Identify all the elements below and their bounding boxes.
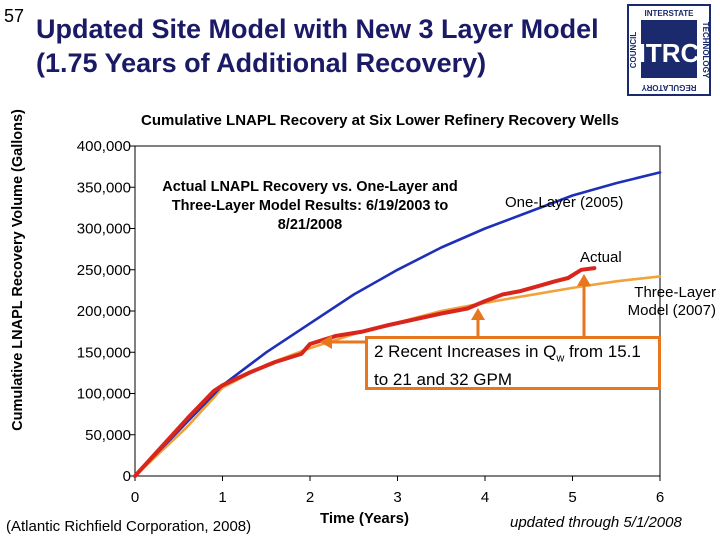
- x-tick-label: 4: [481, 489, 489, 506]
- y-tick-label: 200,000: [77, 303, 131, 320]
- x-tick-label: 2: [306, 489, 314, 506]
- x-axis-label: Time (Years): [320, 510, 409, 527]
- label-three-layer: Three-Layer Model (2007): [627, 284, 716, 319]
- itrc-logo-graphic: INTERSTATE REGULATORY COUNCIL TECHNOLOGY…: [627, 4, 711, 96]
- label-actual: Actual: [580, 249, 622, 266]
- callout-arrowhead-3: [577, 274, 591, 286]
- y-tick-label: 150,000: [77, 344, 131, 361]
- callout-text-pre: 2 Recent Increases in Q: [374, 342, 557, 361]
- x-tick-label: 3: [393, 489, 401, 506]
- logo-bottom-text: REGULATORY: [641, 83, 697, 92]
- chart-title: Cumulative LNAPL Recovery at Six Lower R…: [141, 112, 619, 129]
- source-citation: (Atlantic Richfield Corporation, 2008): [6, 518, 252, 535]
- title-line-1: Updated Site Model with New 3 Layer Mode…: [36, 14, 599, 44]
- logo-center-text: ITRC: [639, 38, 700, 68]
- title-line-2: (1.75 Years of Additional Recovery): [36, 48, 487, 78]
- updated-note: updated through 5/1/2008: [510, 514, 682, 531]
- y-tick-label: 300,000: [77, 221, 131, 238]
- callout-text-post: from 15.1 to 21 and 32 GPM: [374, 342, 641, 390]
- x-tick-label: 5: [568, 489, 576, 506]
- callout-subscript: w: [556, 352, 565, 365]
- callout-arrowhead-2: [471, 308, 485, 320]
- x-tick-label: 0: [131, 489, 139, 506]
- y-tick-label: 400,000: [77, 138, 131, 155]
- callout-arrowhead-1: [320, 335, 332, 349]
- callout-box: 2 Recent Increases in Qw from 15.1 to 21…: [365, 336, 661, 390]
- y-tick-label: 250,000: [77, 262, 131, 279]
- x-tick-label: 6: [656, 489, 664, 506]
- logo-top-text: INTERSTATE: [644, 9, 694, 18]
- chart-annotation-box: Actual LNAPL Recovery vs. One-Layer and …: [162, 179, 458, 233]
- y-tick-label: 350,000: [77, 179, 131, 196]
- y-tick-label: 0: [123, 468, 131, 485]
- itrc-logo: INTERSTATE REGULATORY COUNCIL TECHNOLOGY…: [627, 4, 711, 96]
- logo-left-text: COUNCIL: [629, 32, 638, 69]
- slide-number: 57: [4, 6, 25, 26]
- series-line-actual: [133, 266, 597, 478]
- label-one-layer: One-Layer (2005): [505, 194, 624, 211]
- y-tick-label: 50,000: [85, 427, 131, 444]
- logo-right-text: TECHNOLOGY: [701, 22, 710, 79]
- y-tick-label: 100,000: [77, 386, 131, 403]
- page-title: Updated Site Model with New 3 Layer Mode…: [36, 12, 599, 80]
- x-tick-label: 1: [218, 489, 226, 506]
- plot-area: [134, 145, 661, 477]
